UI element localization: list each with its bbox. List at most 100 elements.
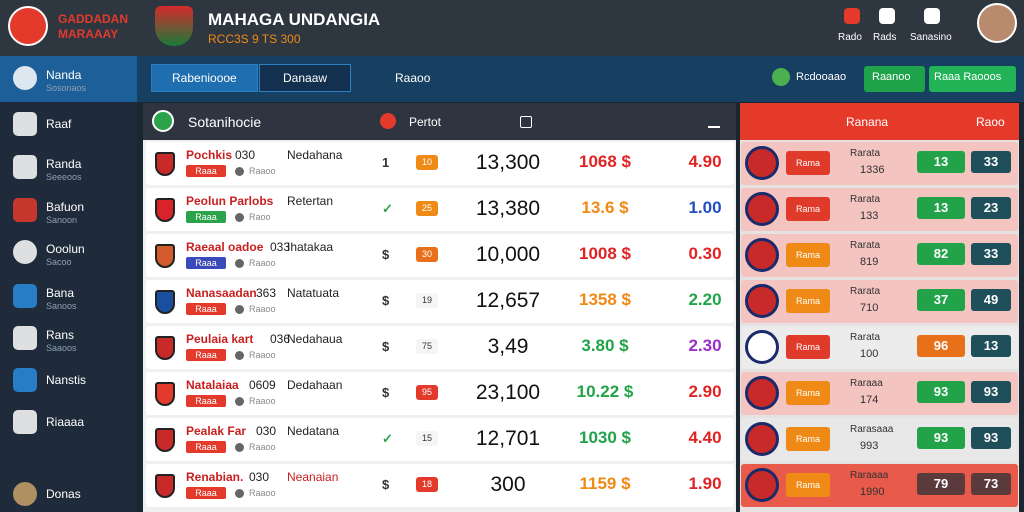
logo-icon bbox=[8, 6, 48, 46]
price[interactable]: 3.80 $ bbox=[581, 336, 629, 355]
price[interactable]: 1358 $ bbox=[579, 290, 631, 309]
price[interactable]: 1030 $ bbox=[579, 428, 631, 447]
tab-label[interactable]: Rabenioooe bbox=[172, 71, 237, 85]
tab[interactable] bbox=[259, 64, 351, 92]
team-tag: Raaa bbox=[186, 211, 226, 223]
tab-action[interactable]: Raanoo bbox=[872, 71, 911, 83]
bet-button[interactable]: 13 bbox=[971, 335, 1011, 357]
line-value[interactable]: 2.30 bbox=[688, 336, 722, 355]
opponent-name[interactable]: Retertan bbox=[287, 194, 334, 208]
team-name[interactable]: Natalaiaa bbox=[186, 378, 239, 392]
team-tag: Raaa bbox=[186, 441, 226, 453]
sidebar-item[interactable]: Riaaaa bbox=[46, 415, 85, 429]
bet-button[interactable]: 73 bbox=[971, 473, 1011, 495]
sidebar-item[interactable]: Bana bbox=[46, 286, 75, 300]
bet-button[interactable]: 96 bbox=[917, 335, 965, 357]
price[interactable]: 1068 $ bbox=[579, 152, 631, 171]
line-value[interactable]: 1.00 bbox=[688, 198, 722, 217]
bet-button[interactable]: 93 bbox=[917, 427, 965, 449]
status-mark: $ bbox=[382, 477, 390, 492]
sidebar-item[interactable]: Bafuon bbox=[46, 200, 85, 214]
header-icon[interactable] bbox=[924, 8, 940, 24]
bet-button[interactable]: 37 bbox=[917, 289, 965, 311]
line-value[interactable]: 0.30 bbox=[688, 244, 722, 263]
tab[interactable] bbox=[151, 64, 258, 92]
panel-value: 133 bbox=[860, 210, 879, 222]
odds-value[interactable]: 12,701 bbox=[475, 427, 541, 450]
price[interactable]: 13.6 $ bbox=[581, 198, 629, 217]
sidebar-item[interactable]: Ooolun bbox=[46, 242, 85, 256]
team-name[interactable]: Peulaia kart bbox=[186, 332, 254, 346]
odds-value[interactable]: 13,300 bbox=[475, 151, 541, 174]
sidebar-item[interactable]: Nanstis bbox=[46, 373, 87, 387]
sidebar-item[interactable]: Rans bbox=[46, 328, 75, 342]
bet-button[interactable]: 23 bbox=[971, 197, 1011, 219]
opponent-name[interactable]: Nedatana bbox=[287, 424, 340, 438]
bet-button[interactable]: 93 bbox=[971, 381, 1011, 403]
info-dot bbox=[235, 489, 244, 498]
opponent-name[interactable]: Nedahaua bbox=[287, 332, 343, 346]
line-value[interactable]: 4.90 bbox=[688, 152, 722, 171]
header-action[interactable]: Sanasino bbox=[910, 32, 952, 43]
opponent-name[interactable]: Dedahaan bbox=[287, 378, 343, 392]
odds-value[interactable]: 12,657 bbox=[475, 289, 541, 312]
team-crest bbox=[155, 382, 175, 406]
bet-button[interactable]: 13 bbox=[917, 151, 965, 173]
header-action[interactable]: Rads bbox=[873, 32, 897, 43]
tab-label[interactable]: Danaaw bbox=[283, 71, 328, 85]
header-icon[interactable] bbox=[520, 116, 532, 128]
sidebar-item[interactable]: Nanda bbox=[46, 68, 82, 82]
team-name[interactable]: Raeaal oadoe bbox=[186, 240, 264, 254]
line-value[interactable]: 2.20 bbox=[688, 290, 722, 309]
team-name[interactable]: Pochkis bbox=[186, 148, 233, 162]
opponent-name[interactable]: Natatuata bbox=[287, 286, 340, 300]
bet-button[interactable]: 79 bbox=[917, 473, 965, 495]
bet-button[interactable]: 49 bbox=[971, 289, 1011, 311]
team-name[interactable]: Nanasaadan bbox=[186, 286, 257, 300]
bet-button[interactable]: 93 bbox=[971, 427, 1011, 449]
page-title: MAHAGA UNDANGIA bbox=[208, 10, 381, 29]
info-dot bbox=[235, 305, 244, 314]
line-value[interactable]: 1.90 bbox=[688, 474, 722, 493]
team-name[interactable]: Renabian. bbox=[186, 470, 244, 484]
opponent-name[interactable]: Nedahana bbox=[287, 148, 343, 162]
team-name[interactable]: Peolun Parlobs bbox=[186, 194, 274, 208]
odds-value[interactable]: 23,100 bbox=[475, 381, 541, 404]
tab-action-btn[interactable] bbox=[929, 66, 1016, 92]
odds-value[interactable]: 13,380 bbox=[475, 197, 541, 220]
bet-button[interactable]: 33 bbox=[971, 151, 1011, 173]
tab-label[interactable]: Raaoo bbox=[395, 71, 431, 85]
panel-header bbox=[740, 103, 1019, 140]
sidebar-item[interactable]: Raaf bbox=[46, 117, 72, 131]
team-code: 0609 bbox=[249, 378, 276, 392]
price[interactable]: 1159 $ bbox=[579, 474, 631, 493]
team-name[interactable]: Pealak Far bbox=[186, 424, 247, 438]
team-code: 030 bbox=[235, 148, 256, 162]
opponent-name[interactable]: Ihatakaa bbox=[287, 240, 334, 254]
team-crest bbox=[155, 244, 175, 268]
bet-button[interactable]: 33 bbox=[971, 243, 1011, 265]
opponent-name[interactable]: Neanaian bbox=[287, 470, 339, 484]
avatar[interactable] bbox=[977, 3, 1017, 43]
header-icon[interactable] bbox=[844, 8, 860, 24]
bet-button[interactable]: 93 bbox=[917, 381, 965, 403]
header-icon[interactable] bbox=[708, 116, 720, 128]
odds-value[interactable]: 300 bbox=[490, 473, 526, 496]
odds-value[interactable]: 3,49 bbox=[487, 335, 529, 358]
line-value[interactable]: 4.40 bbox=[688, 428, 722, 447]
tab-action-btn[interactable] bbox=[864, 66, 925, 92]
tab-action[interactable]: Raaa Raooos bbox=[934, 71, 1002, 83]
sidebar-icon bbox=[13, 198, 37, 222]
price[interactable]: 10.22 $ bbox=[576, 382, 634, 401]
odds-value[interactable]: 10,000 bbox=[475, 243, 541, 266]
line-value[interactable]: 2.90 bbox=[688, 382, 722, 401]
badge: 10 bbox=[416, 155, 438, 170]
header-icon[interactable] bbox=[879, 8, 895, 24]
bet-button[interactable]: 13 bbox=[917, 197, 965, 219]
sidebar-item[interactable]: Donas bbox=[46, 487, 81, 501]
tab-action[interactable]: Rcdooaao bbox=[796, 71, 847, 83]
bet-button[interactable]: 82 bbox=[917, 243, 965, 265]
sidebar-item[interactable]: Randa bbox=[46, 157, 82, 171]
price[interactable]: 1008 $ bbox=[579, 244, 631, 263]
header-action[interactable]: Rado bbox=[838, 32, 862, 43]
